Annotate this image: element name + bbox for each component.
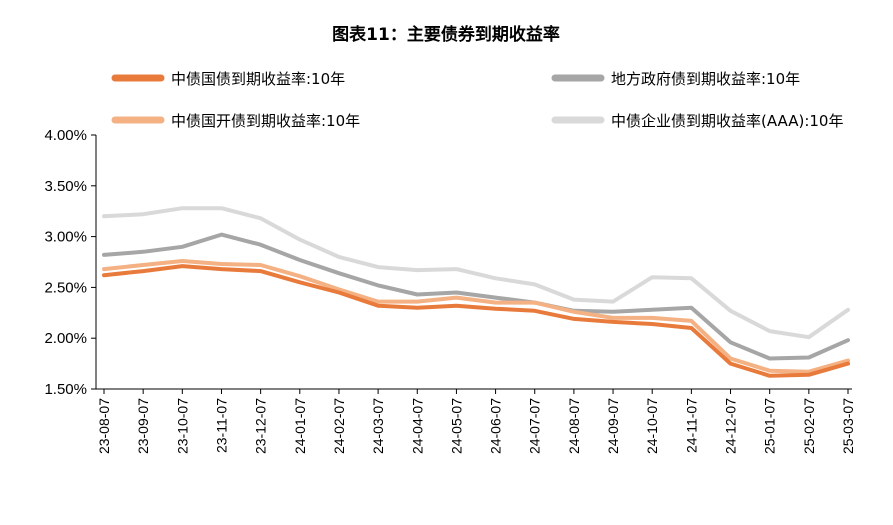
series-line-1 (102, 264, 850, 378)
x-tick-label: 24-09-07 (605, 398, 621, 454)
y-tick-label: 2.00% (44, 330, 87, 347)
x-tick-label: 24-10-07 (644, 398, 660, 454)
y-tick-label: 3.00% (44, 229, 87, 246)
legend-label-2: 地方政府债到期收益率:10年 (611, 70, 800, 88)
x-tick-label: 25-02-07 (801, 398, 817, 454)
x-tick-label: 24-06-07 (488, 398, 504, 454)
legend-label-3: 中债国开债到期收益率:10年 (171, 112, 360, 130)
x-tick-label: 24-07-07 (527, 398, 543, 454)
legend: 中债国债到期收益率:10年 地方政府债到期收益率:10年中债国开债到期收益率:10… (111, 70, 843, 130)
x-tick-label: 24-12-07 (723, 398, 739, 454)
x-tick-label: 24-05-07 (448, 398, 464, 454)
x-tick-label: 24-08-07 (566, 398, 582, 454)
x-tick-label: 24-04-07 (409, 398, 425, 454)
series-line-3 (102, 259, 850, 374)
legend-label-1: 中债国债到期收益率:10年 (171, 70, 345, 88)
y-tick-label: 3.50% (44, 178, 87, 195)
y-tick-label: 1.50% (44, 381, 87, 398)
x-tick-label: 23-08-07 (96, 398, 112, 454)
x-tick-label: 23-12-07 (253, 398, 269, 454)
x-tick-label: 24-02-07 (331, 398, 347, 454)
y-axis: 4.00% 3.50% 3.00% 2.50% 2.00% 1.50% (44, 127, 97, 398)
y-tick-label: 2.50% (44, 279, 87, 296)
x-tick-label: 23-10-07 (174, 398, 190, 454)
x-tick-label: 24-03-07 (370, 398, 386, 454)
plot-area (102, 206, 850, 378)
y-tick-label: 4.00% (44, 127, 87, 144)
legend-label-4: 中债企业债到期收益率(AAA):10年 (611, 112, 843, 130)
series-line-4 (102, 206, 850, 340)
x-tick-label: 24-01-07 (292, 398, 308, 454)
series-line-2 (102, 232, 850, 361)
x-tick-label: 25-01-07 (762, 398, 778, 454)
x-tick-label: 23-09-07 (135, 398, 151, 454)
x-axis: 23-08-07 23-09-07 23-10-07 23-11-07 23-12-07… (96, 388, 856, 454)
chart-title: 图表11：主要债券到期收益率 (332, 24, 560, 45)
x-tick-label: 23-11-07 (213, 398, 229, 453)
x-tick-label: 25-03-07 (840, 398, 856, 454)
x-tick-label: 24-11-07 (683, 398, 699, 453)
